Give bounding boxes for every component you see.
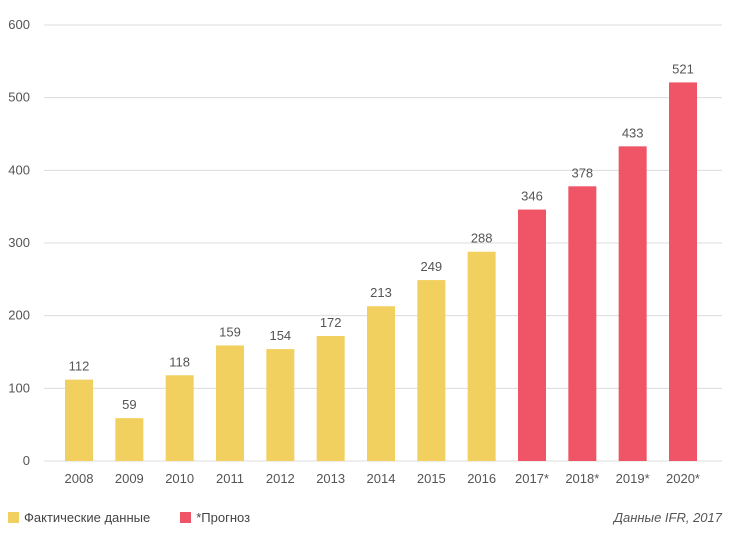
legend-item-actual: Фактические данные xyxy=(8,510,150,525)
x-tick-label: 2014 xyxy=(367,471,396,486)
data-label: 433 xyxy=(622,125,644,140)
data-label: 154 xyxy=(269,328,291,343)
x-tick-label: 2018* xyxy=(565,471,599,486)
x-axis-ticks: 2008 2009 2010 2011 2012 2013 2014 2015 2016 2017… xyxy=(65,471,700,486)
bar-2008 xyxy=(65,379,93,461)
bar-2012 xyxy=(266,349,295,461)
bar-2011 xyxy=(216,345,244,461)
legend-label-forecast: *Прогноз xyxy=(196,510,251,525)
bar-2019-forecast xyxy=(618,146,647,461)
bar-2018-forecast xyxy=(568,186,597,461)
bar-2015 xyxy=(417,280,446,461)
x-tick-label: 2011 xyxy=(216,471,244,486)
data-label: 118 xyxy=(169,354,190,369)
legend-item-forecast: *Прогноз xyxy=(180,510,250,525)
legend-label-actual: Фактические данные xyxy=(24,510,151,525)
data-label: 346 xyxy=(521,189,543,204)
y-tick-label: 0 xyxy=(23,453,30,468)
y-tick-label: 300 xyxy=(8,235,30,250)
x-tick-label: 2017* xyxy=(515,471,549,486)
legend: Фактические данные *Прогноз xyxy=(8,510,280,525)
x-tick-label: 2010 xyxy=(165,471,194,486)
x-tick-label: 2013 xyxy=(316,471,345,486)
x-tick-label: 2015 xyxy=(417,471,446,486)
bars xyxy=(65,82,697,461)
bar-2013 xyxy=(316,336,345,461)
bar-2017-forecast xyxy=(518,209,546,461)
bar-2020-forecast xyxy=(669,82,697,461)
y-axis-ticks: 0 100 200 300 400 500 600 xyxy=(8,17,30,468)
y-tick-label: 400 xyxy=(8,162,30,177)
x-tick-label: 2019* xyxy=(616,471,650,486)
y-tick-label: 500 xyxy=(8,90,30,105)
y-tick-label: 200 xyxy=(8,308,30,323)
data-label: 378 xyxy=(571,165,593,180)
data-label: 288 xyxy=(471,231,493,246)
bar-2010 xyxy=(165,375,194,461)
data-labels: 112 59 118 159 154 172 213 249 288 346 378 433 521 xyxy=(69,61,694,412)
data-label: 249 xyxy=(420,259,442,274)
data-label: 213 xyxy=(370,285,392,300)
legend-swatch-forecast xyxy=(180,512,192,523)
bar-chart: 0 100 200 300 400 500 600 112 59 118 159 154 172 213… xyxy=(8,17,722,486)
x-tick-label: 2008 xyxy=(65,471,94,486)
x-tick-label: 2020* xyxy=(666,471,700,486)
data-label: 521 xyxy=(672,61,694,76)
bar-2014 xyxy=(367,306,395,461)
data-label: 112 xyxy=(69,359,90,374)
source-note: Данные IFR, 2017 xyxy=(613,510,722,525)
x-tick-label: 2009 xyxy=(115,471,144,486)
y-tick-label: 100 xyxy=(8,380,30,395)
data-label: 172 xyxy=(320,315,342,330)
data-label: 59 xyxy=(122,397,136,412)
x-tick-label: 2012 xyxy=(266,471,295,486)
y-tick-label: 600 xyxy=(8,17,30,32)
data-label: 159 xyxy=(219,324,241,339)
legend-swatch-actual xyxy=(8,512,19,523)
x-tick-label: 2016 xyxy=(467,471,496,486)
bar-2016 xyxy=(467,251,496,461)
bar-2009 xyxy=(115,418,144,461)
